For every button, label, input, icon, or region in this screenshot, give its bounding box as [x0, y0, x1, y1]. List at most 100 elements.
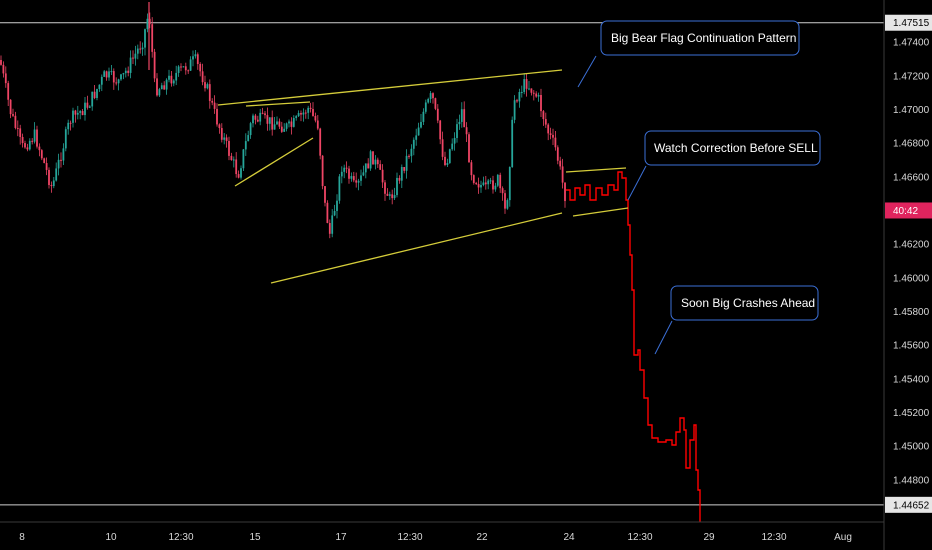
- candle-body: [441, 139, 444, 157]
- candle-body: [475, 182, 478, 185]
- channel-upper-trendline[interactable]: [217, 69, 563, 106]
- candle-body: [508, 166, 511, 201]
- x-tick-label: 29: [703, 532, 715, 543]
- left-flag-lower-trendline[interactable]: [234, 137, 314, 187]
- y-tick-label: 1.46600: [893, 172, 930, 183]
- candle-body: [436, 108, 439, 121]
- candle-body: [559, 160, 562, 167]
- y-tick-label: 1.45000: [893, 442, 930, 453]
- candle-body: [422, 111, 425, 122]
- candle-body: [72, 110, 74, 123]
- callout-watch-correction[interactable]: Watch Correction Before SELL: [627, 130, 821, 201]
- candle-body: [340, 171, 343, 177]
- candle-body: [278, 121, 281, 127]
- x-tick-label: 12:30: [397, 532, 422, 543]
- candle-body: [456, 124, 458, 138]
- candle-body: [465, 127, 468, 135]
- candle-body: [264, 113, 266, 116]
- candle-body: [55, 168, 58, 181]
- candle-body: [81, 111, 84, 116]
- price-tag-box: [885, 14, 932, 31]
- candle-body: [242, 149, 245, 169]
- candle-body: [129, 57, 132, 73]
- candle-body: [201, 71, 204, 83]
- price-tag-box: [885, 202, 932, 219]
- candle-body: [105, 71, 108, 78]
- candle-body: [350, 176, 353, 179]
- candle-body: [12, 114, 14, 116]
- candle-body: [180, 66, 182, 68]
- callout-bear-flag[interactable]: Big Bear Flag Continuation Pattern: [577, 20, 800, 88]
- candle-body: [182, 66, 185, 68]
- candle-body: [487, 180, 490, 185]
- x-tick-label: 10: [105, 532, 117, 543]
- candle-body: [463, 109, 466, 128]
- candle-body: [43, 158, 46, 163]
- candle-body: [134, 53, 137, 59]
- candle-body: [252, 115, 254, 124]
- time-axis[interactable]: 8 10 12:30 15 17 12:30 22 24 12:30 29 12:30 Aug: [19, 532, 852, 543]
- candle-body: [62, 148, 65, 161]
- candle-body: [148, 18, 151, 25]
- candle-body: [300, 113, 302, 115]
- candle-body: [528, 88, 530, 90]
- candle-body: [21, 136, 24, 144]
- candle-body: [216, 108, 218, 125]
- candle-body: [38, 146, 41, 151]
- channel-lower-trendline[interactable]: [270, 212, 563, 284]
- candle-body: [506, 200, 509, 209]
- candle-body: [127, 70, 130, 73]
- candle-body: [333, 210, 336, 216]
- candle-body: [288, 121, 290, 124]
- candle-body: [194, 54, 197, 57]
- candle-body: [439, 120, 442, 140]
- candle-body: [206, 84, 209, 89]
- candle-body: [26, 147, 29, 150]
- left-flag-upper-trendline[interactable]: [245, 101, 311, 107]
- candle-body: [220, 128, 223, 140]
- candle-body: [362, 172, 365, 176]
- candle-body: [50, 185, 53, 187]
- candle-body: [165, 79, 168, 90]
- candle-body: [48, 169, 50, 186]
- candle-body: [448, 149, 451, 163]
- price-axis[interactable]: 1.47400 1.47200 1.47000 1.46800 1.46600 1.462…: [893, 38, 930, 487]
- candle-body: [549, 133, 552, 135]
- candle-body: [0, 60, 2, 65]
- candle-body: [492, 180, 494, 190]
- candle-body: [496, 174, 499, 186]
- candle-body: [40, 150, 43, 159]
- small-flag-upper-trendline[interactable]: [565, 167, 627, 173]
- candle-body: [228, 140, 230, 156]
- price-tag-label: 1.44652: [893, 500, 930, 511]
- candle-body: [124, 70, 127, 74]
- candle-body: [324, 186, 326, 203]
- candle-body: [256, 119, 259, 122]
- candle-body: [170, 75, 173, 84]
- candle-body: [103, 71, 106, 77]
- candle-body: [326, 202, 329, 223]
- candle-body: [338, 176, 341, 201]
- callout-crashes-ahead[interactable]: Soon Big Crashes Ahead: [654, 285, 819, 355]
- candle-body: [393, 195, 396, 199]
- candle-body: [235, 159, 238, 175]
- small-flag-lower-trendline[interactable]: [572, 207, 629, 217]
- candle-body: [513, 100, 516, 120]
- candle-body: [470, 162, 473, 176]
- candle-body: [158, 89, 161, 96]
- candle-body: [307, 107, 310, 113]
- y-tick-label: 1.44800: [893, 475, 930, 486]
- candle-body: [314, 115, 317, 121]
- candle-body: [374, 159, 377, 165]
- candle-body: [31, 140, 34, 142]
- candle-body: [408, 155, 410, 157]
- candle-body: [168, 75, 170, 80]
- candle-body: [24, 143, 26, 148]
- candle-body: [520, 91, 523, 93]
- candle-body: [410, 148, 413, 157]
- candle-body: [309, 107, 312, 109]
- y-tick-label: 1.46000: [893, 273, 930, 284]
- candle-body: [91, 91, 94, 107]
- candle-body: [451, 143, 454, 150]
